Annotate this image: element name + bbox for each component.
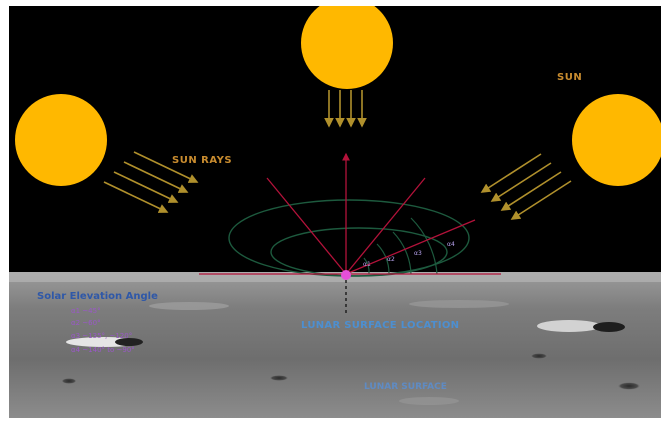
- angle-label-a4: α4: [447, 241, 455, 248]
- sun-left: [15, 94, 107, 186]
- lunar-ground: [9, 272, 661, 418]
- angle-label-a1: α1: [363, 261, 371, 268]
- sun-rays-left: [103, 151, 199, 213]
- angle-label-a2: α2: [387, 256, 395, 263]
- legend-item: α2 ~60°: [71, 319, 101, 327]
- sun-top: [301, 6, 393, 89]
- sun-rays-label: SUN RAYS: [172, 155, 233, 166]
- sun-label: SUN: [557, 72, 583, 83]
- sun-right: [572, 94, 661, 186]
- sun-rays-top: [324, 90, 367, 128]
- lunar-illumination-diagram: SUN SUN RAYS α1 α2 α3 α4 Solar Elevation…: [9, 6, 661, 418]
- diagram-canvas: [9, 6, 661, 418]
- angle-arcs: [363, 217, 438, 275]
- surface-label: LUNAR SURFACE: [364, 382, 447, 392]
- legend-item: α4 ~140° to ~90°: [71, 346, 135, 354]
- angle-label-a3: α3: [414, 250, 422, 257]
- legend-item: α1 ~45°: [71, 307, 101, 315]
- legend-title: Solar Elevation Angle: [37, 291, 158, 302]
- surface-location-marker: [341, 270, 351, 314]
- surface-location-label: LUNAR SURFACE LOCATION: [301, 320, 460, 331]
- legend-item: α3 ~135°, ~120°: [71, 332, 133, 340]
- sun-rays-right: [480, 153, 572, 220]
